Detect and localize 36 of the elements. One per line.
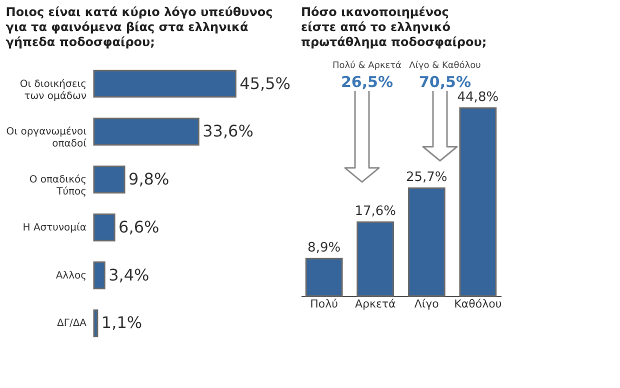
text: 70,5%: [418, 73, 472, 91]
x-tick-label: Πολύ: [310, 298, 338, 310]
y-tick-label: Ο οπαδικός Τύπος: [29, 174, 86, 198]
bar: [93, 309, 98, 338]
data-label: 8,9%: [308, 240, 341, 256]
bar: [93, 214, 116, 242]
data-label: 3,4%: [108, 265, 150, 284]
bar: [459, 107, 497, 297]
x-tick-label: Καθόλου: [454, 298, 502, 310]
bar: [356, 221, 394, 297]
bar: [305, 258, 343, 297]
data-label: 45,5%: [240, 74, 290, 93]
bar: [408, 187, 446, 297]
y-tick-label: Η Αστυνομία: [22, 222, 87, 234]
data-label: 6,6%: [118, 217, 160, 236]
y-tick-label: Οι οργανωμένοι οπαδοί: [6, 126, 88, 150]
x-tick-label: Αρκετά: [354, 298, 396, 310]
data-label: 33,6%: [202, 122, 254, 141]
bar: [93, 70, 236, 98]
chart-title: Ποιος είναι κατά κύριο λόγο υπεύθυνος για τα φαινόμενα βίας στα ελληνικά γήπεδα ποδοσφαίρου;: [6, 5, 273, 49]
y-tick-label: Αλλος: [56, 270, 86, 282]
data-label: 44,8%: [457, 90, 499, 105]
y-tick-label: Οι διοικήσεις των ομάδων: [20, 78, 87, 102]
x-tick-label: Λίγο: [414, 298, 440, 310]
chart-title: Πόσο ικανοποιημένος είστε από το ελληνικό πρωτάθλημα ποδοσφαίρου;: [301, 5, 487, 49]
data-label: 1,1%: [101, 313, 142, 332]
text: Πολύ & Αρκετά: [332, 60, 402, 71]
text: 26,5%: [340, 73, 394, 91]
data-label: 17,6%: [354, 204, 396, 220]
data-label: 9,8%: [128, 170, 170, 189]
data-label: 25,7%: [406, 170, 448, 186]
text: Λίγο & Καθόλου: [409, 60, 481, 71]
bar: [93, 261, 106, 290]
bar: [93, 166, 126, 194]
y-tick-label: ΔΓ/ΔΑ: [57, 318, 87, 330]
bar: [93, 118, 200, 146]
